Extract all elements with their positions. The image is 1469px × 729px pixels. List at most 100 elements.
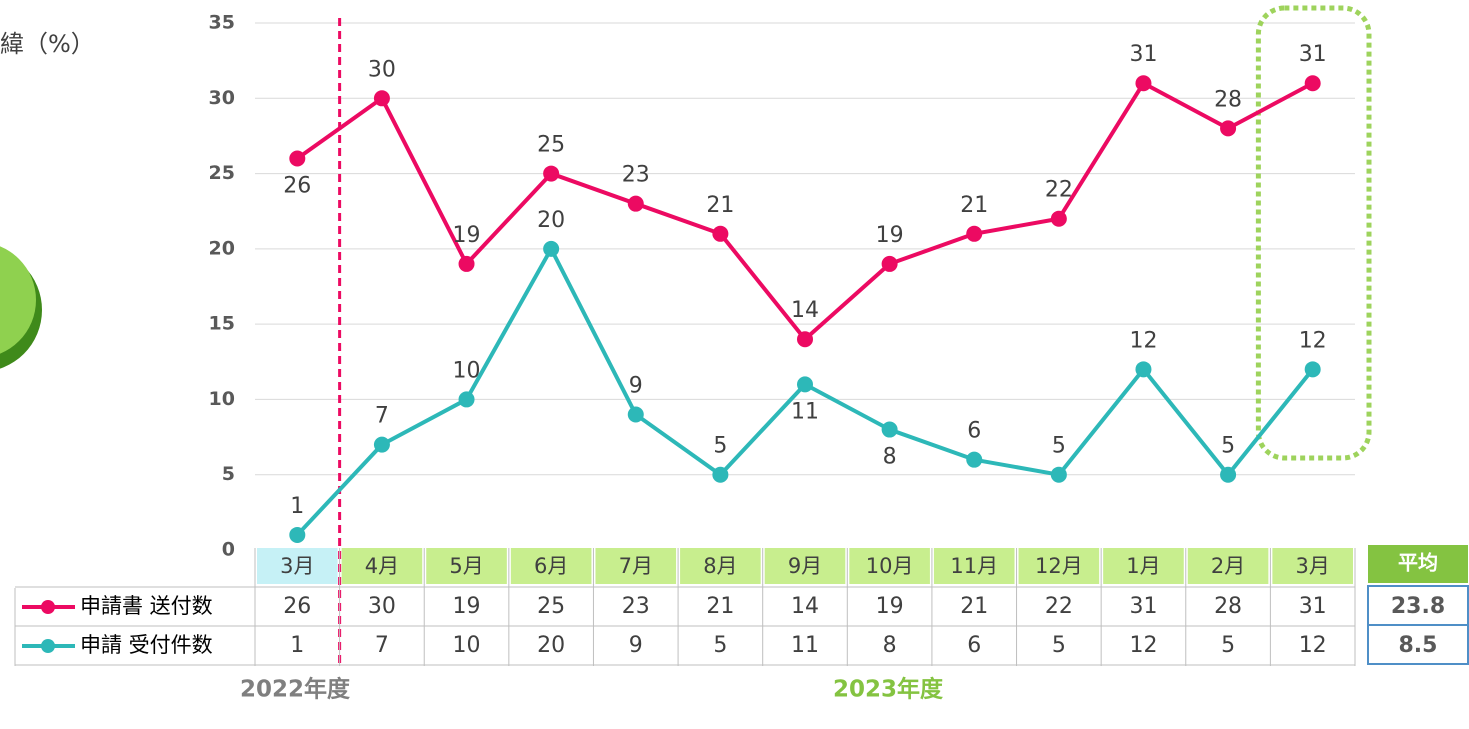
table-value: 5 — [1221, 633, 1235, 658]
data-label: 6 — [967, 419, 981, 444]
data-label: 21 — [706, 193, 734, 218]
data-point — [1220, 120, 1236, 136]
data-label: 7 — [375, 404, 389, 429]
chart: 緯（%） 05101520253035263019252321141921223… — [0, 0, 1469, 729]
data-label: 5 — [713, 434, 727, 459]
data-point — [797, 331, 813, 347]
table-value: 21 — [706, 594, 734, 619]
data-point — [459, 256, 475, 272]
x-tick-label: 12月 — [1035, 554, 1083, 578]
y-tick-label: 35 — [209, 12, 235, 34]
fiscal-year: 2022年度 — [240, 676, 351, 703]
data-label: 8 — [883, 445, 897, 470]
data-point — [1135, 361, 1151, 377]
table-value: 25 — [537, 594, 565, 619]
table-value: 23 — [622, 594, 650, 619]
data-label: 10 — [453, 358, 481, 383]
legend-label: 申請書 送付数 — [80, 594, 213, 618]
x-tick-label: 4月 — [365, 554, 399, 578]
table-value: 10 — [453, 633, 481, 658]
table-value: 14 — [791, 594, 819, 619]
fiscal-year: 2023年度 — [833, 676, 944, 703]
data-label: 14 — [791, 298, 819, 323]
data-point — [628, 196, 644, 212]
data-point — [882, 422, 898, 438]
data-label: 25 — [537, 133, 565, 158]
data-point — [966, 226, 982, 242]
data-point — [797, 376, 813, 392]
data-label: 22 — [1045, 178, 1073, 203]
data-label: 9 — [629, 373, 643, 398]
table-value: 26 — [283, 594, 311, 619]
data-label: 5 — [1052, 434, 1066, 459]
x-tick-label: 10月 — [866, 554, 914, 578]
table-value: 21 — [960, 594, 988, 619]
table-value: 20 — [537, 633, 565, 658]
x-tick-label: 2月 — [1211, 554, 1245, 578]
data-point — [289, 151, 305, 167]
data-point — [628, 406, 644, 422]
y-tick-label: 0 — [222, 539, 235, 561]
x-tick-label: 3月 — [1296, 554, 1330, 578]
table-value: 5 — [1052, 633, 1066, 658]
table-value: 19 — [876, 594, 904, 619]
table-value: 12 — [1129, 633, 1157, 658]
data-point — [459, 391, 475, 407]
table-value: 5 — [713, 633, 727, 658]
data-point — [966, 452, 982, 468]
x-tick-label: 7月 — [619, 554, 653, 578]
page: {"chart_data": {"type": "line", "axis_la… — [0, 0, 1469, 729]
data-label: 20 — [537, 208, 565, 233]
y-tick-label: 15 — [209, 313, 235, 335]
data-label: 19 — [876, 223, 904, 248]
data-label: 5 — [1221, 434, 1235, 459]
legend-label: 申請 受付件数 — [80, 633, 213, 657]
y-tick-label: 10 — [209, 388, 235, 410]
table-value: 11 — [791, 633, 819, 658]
data-label: 19 — [453, 223, 481, 248]
data-point — [543, 166, 559, 182]
data-point — [1051, 211, 1067, 227]
x-tick-label: 6月 — [534, 554, 568, 578]
data-label: 31 — [1299, 42, 1327, 67]
x-tick-label: 1月 — [1126, 554, 1160, 578]
data-label: 1 — [290, 494, 304, 519]
table-value: 12 — [1299, 633, 1327, 658]
table-value: 1 — [290, 633, 304, 658]
average-value: 8.5 — [1399, 633, 1438, 658]
table-value: 9 — [629, 633, 643, 658]
data-point — [543, 241, 559, 257]
x-tick-label: 3月 — [280, 554, 314, 578]
data-point — [1135, 75, 1151, 91]
legend-marker — [41, 639, 55, 653]
data-label: 28 — [1214, 87, 1242, 112]
data-point — [712, 226, 728, 242]
data-label: 12 — [1299, 328, 1327, 353]
average-value: 23.8 — [1391, 594, 1445, 619]
table-value: 31 — [1299, 594, 1327, 619]
data-label: 12 — [1129, 328, 1157, 353]
data-point — [374, 90, 390, 106]
table-value: 19 — [453, 594, 481, 619]
data-point — [374, 437, 390, 453]
table-value: 6 — [967, 633, 981, 658]
data-point — [1305, 361, 1321, 377]
data-label: 31 — [1129, 42, 1157, 67]
data-label: 21 — [960, 193, 988, 218]
data-label: 11 — [791, 399, 819, 424]
data-label: 26 — [283, 174, 311, 199]
data-point — [712, 467, 728, 483]
data-point — [289, 527, 305, 543]
data-point — [1051, 467, 1067, 483]
y-tick-label: 5 — [222, 463, 235, 485]
data-label: 30 — [368, 57, 396, 82]
table-value: 28 — [1214, 594, 1242, 619]
table-value: 31 — [1129, 594, 1157, 619]
y-tick-label: 30 — [209, 87, 235, 109]
x-tick-label: 8月 — [703, 554, 737, 578]
table-value: 30 — [368, 594, 396, 619]
data-point — [1220, 467, 1236, 483]
axis-label: 緯（%） — [0, 30, 95, 58]
data-label: 23 — [622, 163, 650, 188]
x-tick-label: 5月 — [449, 554, 483, 578]
